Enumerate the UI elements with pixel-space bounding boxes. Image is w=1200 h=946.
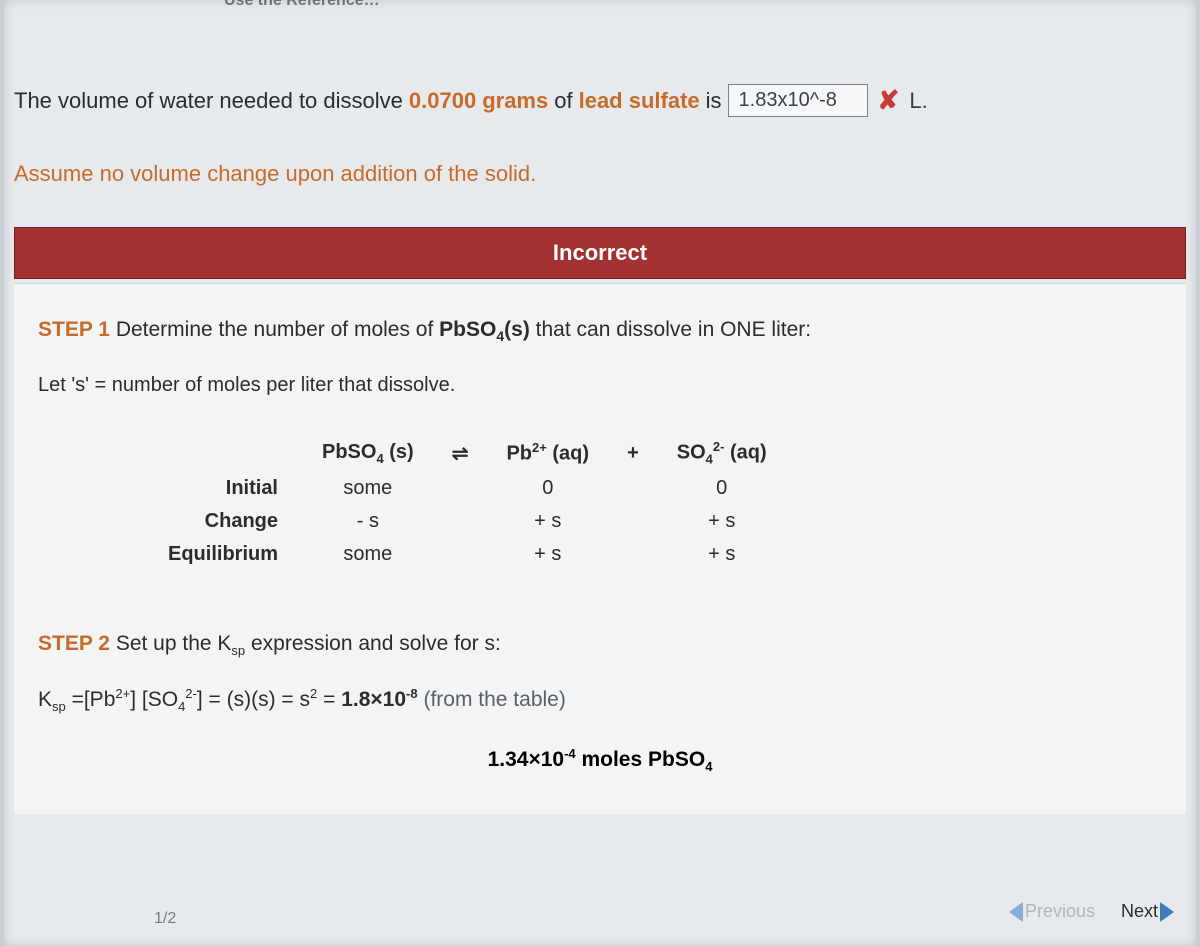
rxn-p2: SO42- (aq): [659, 435, 785, 471]
top-cut-text: Use the Reference…: [224, 0, 380, 10]
previous-label: Previous: [1025, 901, 1095, 922]
row-eq-label: Equilibrium: [150, 539, 302, 570]
chevron-right-icon: [1160, 902, 1174, 922]
step1-title: STEP 1 Determine the number of moles of …: [38, 318, 1162, 344]
status-bar-incorrect: Incorrect: [14, 227, 1186, 279]
question-line-1: The volume of water needed to dissolve 0…: [14, 84, 1186, 117]
step1-formula: PbSO4(s): [439, 318, 530, 341]
q-of: of: [554, 88, 572, 114]
answer-input[interactable]: 1.83x10^-8: [728, 84, 868, 117]
next-button[interactable]: Next: [1117, 895, 1178, 928]
rxn-p1: Pb2+ (aq): [488, 435, 607, 471]
cell-i-1: 0: [488, 473, 607, 504]
step2-text: Set up the Ksp expression and solve for …: [116, 632, 501, 655]
cell-c-0: - s: [304, 506, 432, 537]
cell-c-2: + s: [659, 506, 785, 537]
from-table: (from the table): [423, 688, 565, 711]
question-line-2: Assume no volume change upon addition of…: [14, 161, 1186, 187]
q-mass: 0.0700: [409, 88, 476, 114]
step1-text-a: Determine the number of moles of: [116, 318, 433, 341]
step1-text-b: that can dissolve in ONE liter:: [536, 318, 811, 341]
rxn-plus: +: [609, 435, 657, 471]
step1-label: STEP 1: [38, 318, 110, 341]
rxn-arrows: ⇌: [434, 435, 487, 471]
rxn-lhs: PbSO4 (s): [304, 435, 432, 471]
incorrect-x-icon: ✘: [878, 85, 900, 116]
q-compound: lead sulfate: [579, 88, 700, 114]
cell-e-0: some: [304, 539, 432, 570]
q-mass-unit: grams: [482, 88, 548, 114]
q-pre: The volume of water needed to dissolve: [14, 88, 403, 114]
step2-title: STEP 2 Set up the Ksp expression and sol…: [38, 632, 1162, 658]
next-label: Next: [1121, 901, 1158, 922]
row-initial-label: Initial: [150, 473, 302, 504]
nav-footer: Previous Next: [1005, 895, 1178, 928]
previous-button[interactable]: Previous: [1005, 895, 1099, 928]
ksp-expression: Ksp =[Pb2+] [SO42-] = (s)(s) = s2 = 1.8×…: [38, 686, 1162, 714]
q-unit: L.: [909, 88, 927, 114]
result-line: 1.34×10-4 moles PbSO4: [38, 746, 1162, 774]
chevron-left-icon: [1009, 902, 1023, 922]
solution-panel: STEP 1 Determine the number of moles of …: [14, 283, 1186, 814]
ice-table: PbSO4 (s) ⇌ Pb2+ (aq) + SO42- (aq) Initi…: [148, 433, 787, 572]
let-line: Let 's' = number of moles per liter that…: [38, 374, 1162, 397]
page-counter: 1/2: [154, 910, 176, 928]
cell-i-0: some: [304, 473, 432, 504]
cell-e-2: + s: [659, 539, 785, 570]
step2-label: STEP 2: [38, 632, 110, 655]
q-is: is: [706, 88, 722, 114]
row-change-label: Change: [150, 506, 302, 537]
cell-i-2: 0: [659, 473, 785, 504]
cell-e-1: + s: [488, 539, 607, 570]
cell-c-1: + s: [488, 506, 607, 537]
